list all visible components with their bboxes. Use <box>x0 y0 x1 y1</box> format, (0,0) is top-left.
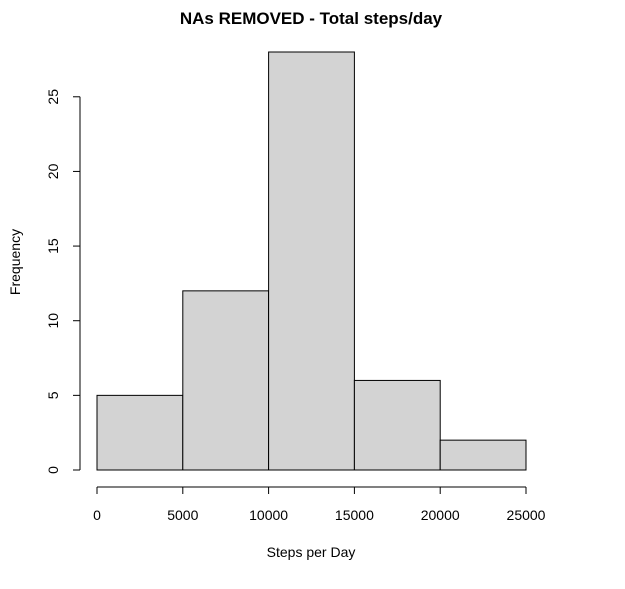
x-tick-label-5: 25000 <box>507 507 546 523</box>
y-tick-label-4: 20 <box>45 163 61 179</box>
y-tick-label-1: 5 <box>45 391 61 399</box>
x-tick-label-4: 20000 <box>421 507 460 523</box>
y-axis-label: Frequency <box>7 229 23 295</box>
x-tick-label-1: 5000 <box>167 507 198 523</box>
histogram-bar-1 <box>182 290 270 471</box>
y-tick-label-5: 25 <box>45 89 61 105</box>
y-tick-label-0: 0 <box>45 466 61 474</box>
histogram-bar-3 <box>353 379 441 471</box>
histogram-bar-0 <box>96 394 184 471</box>
y-axis: 0 5 10 15 20 25 <box>45 89 81 474</box>
x-tick-label-2: 10000 <box>249 507 288 523</box>
histogram-bar-4 <box>439 439 527 471</box>
chart-title: NAs REMOVED - Total steps/day <box>180 9 443 28</box>
x-axis-label: Steps per Day <box>267 544 356 560</box>
bars-group <box>96 51 527 471</box>
y-tick-label-3: 15 <box>45 238 61 254</box>
x-axis: 0 5000 10000 15000 20000 25000 <box>93 486 546 523</box>
x-tick-label-0: 0 <box>93 507 101 523</box>
y-tick-label-2: 10 <box>45 313 61 329</box>
histogram-bar-2 <box>268 51 355 471</box>
x-tick-label-3: 15000 <box>335 507 374 523</box>
